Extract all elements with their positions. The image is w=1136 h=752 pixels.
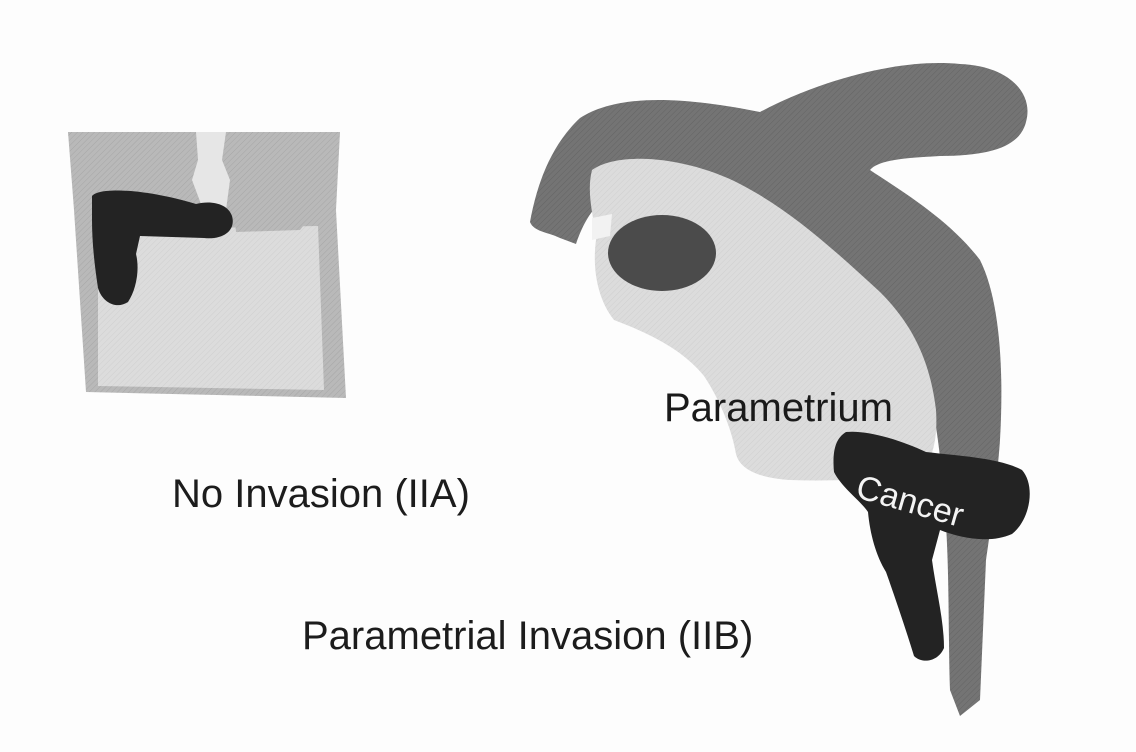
- dark-oval-structure: [608, 215, 716, 291]
- parametrial-invasion-illustration: [530, 63, 1030, 717]
- no-invasion-cross-section: [68, 132, 346, 398]
- parametrium-label: Parametrium: [664, 386, 893, 430]
- uterine-wall-band: [530, 63, 1028, 717]
- left-panel-cancer-lesion: [92, 190, 233, 306]
- left-panel-lumen: [98, 226, 324, 390]
- left-panel-upper-left-lip: [68, 132, 196, 200]
- cancer-mass: [833, 431, 1030, 661]
- left-panel-central-canal: [192, 132, 230, 212]
- parametrial-invasion-label: Parametrial Invasion (IIB): [302, 614, 754, 658]
- upper-notch: [592, 214, 612, 240]
- left-panel-upper-right-lip: [226, 132, 340, 232]
- no-invasion-label: No Invasion (IIA): [172, 472, 470, 516]
